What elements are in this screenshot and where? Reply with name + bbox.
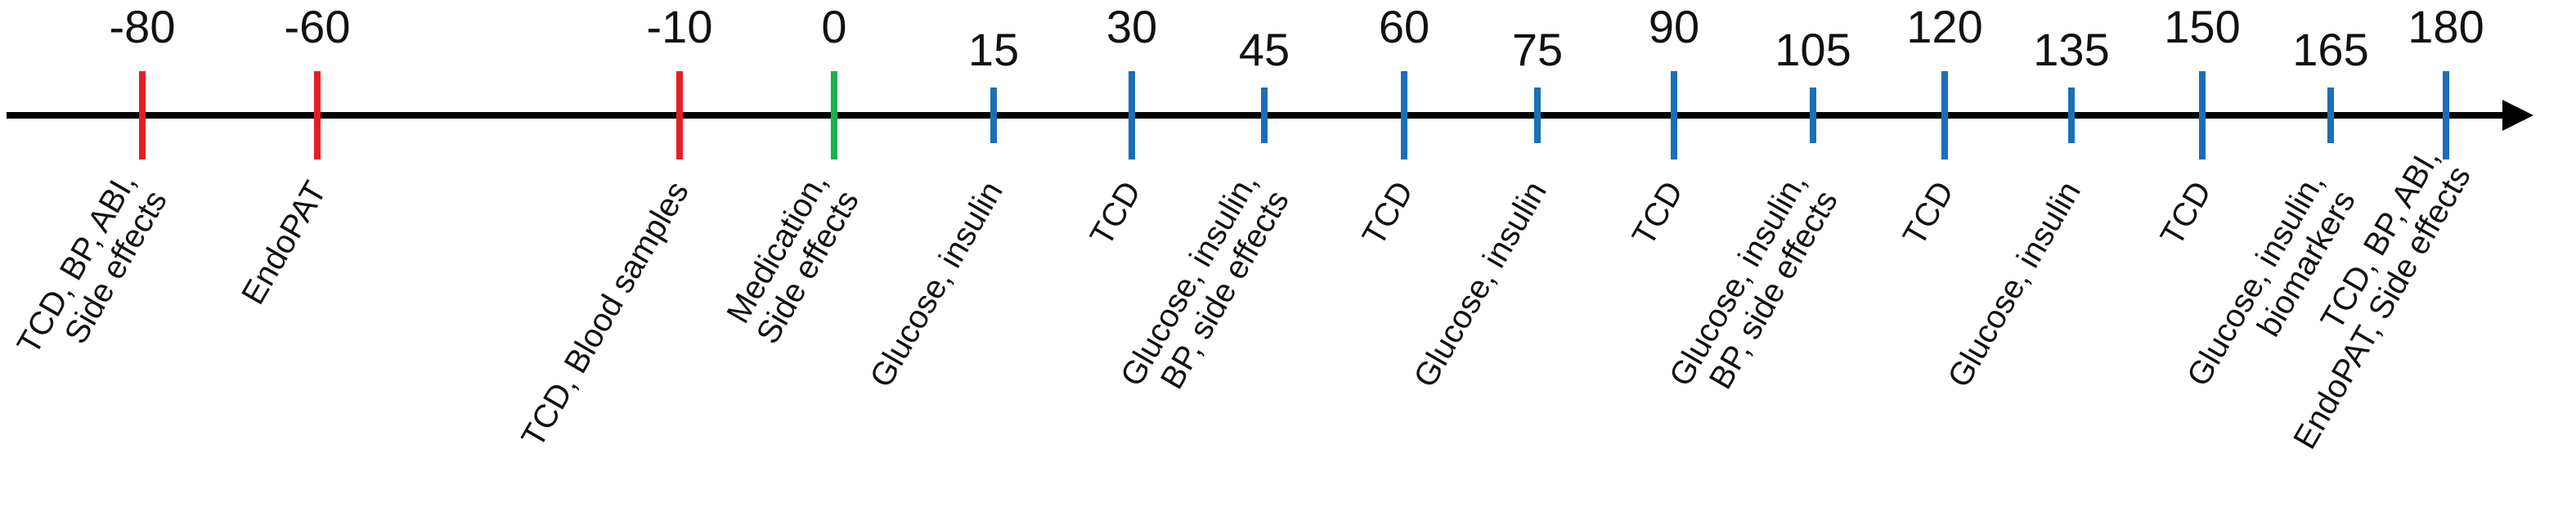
activity-label: Glucose, insulin — [1407, 176, 1554, 394]
activity-label-line: EndoPAT — [235, 176, 334, 311]
time-label: -80 — [110, 1, 176, 52]
time-label: 0 — [821, 1, 846, 52]
activity-label: Glucose, insulin — [1941, 176, 2088, 394]
activity-label: TCD — [1356, 176, 1420, 252]
time-label: 15 — [968, 24, 1019, 75]
activity-label: Medication,Side effects — [719, 167, 866, 350]
activity-label: TCD, BP, ABI,Side effects — [11, 167, 174, 379]
activity-label: TCD — [2154, 176, 2219, 252]
time-label: -60 — [285, 1, 351, 52]
time-label: 180 — [2408, 1, 2484, 52]
activity-label-line: TCD — [2154, 176, 2219, 252]
time-label: -10 — [647, 1, 713, 52]
time-label: 150 — [2164, 1, 2240, 52]
activity-label: TCD — [1084, 176, 1148, 252]
activity-label: Glucose, insulin — [864, 176, 1010, 394]
axis-arrowhead — [2502, 100, 2533, 131]
activity-label: TCD, Blood samples — [514, 176, 696, 454]
activity-label-line: TCD — [1896, 176, 1961, 252]
activity-label-line: Glucose, insulin — [1941, 176, 2088, 394]
time-label: 105 — [1775, 24, 1851, 75]
tick-group: -80 TCD, BP, ABI,Side effects -60 EndoPAT -1… — [11, 1, 2484, 455]
activity-label: Glucose, insulin,BP, side effects — [1663, 167, 1845, 411]
activity-label-line: TCD — [1356, 176, 1420, 252]
time-label: 45 — [1239, 24, 1290, 75]
time-label: 120 — [1906, 1, 1982, 52]
activity-label: TCD — [1896, 176, 1961, 252]
time-label: 165 — [2292, 24, 2368, 75]
activity-label-line: Glucose, insulin — [1407, 176, 1554, 394]
time-label: 60 — [1379, 1, 1429, 52]
activity-label: EndoPAT — [235, 176, 334, 311]
time-label: 90 — [1649, 1, 1699, 52]
activity-label: TCD — [1626, 176, 1690, 252]
activity-label-line: TCD — [1626, 176, 1690, 252]
activity-label-line: TCD — [1084, 176, 1148, 252]
time-label: 30 — [1106, 1, 1157, 52]
activity-label-line: Glucose, insulin — [864, 176, 1010, 394]
time-label: 75 — [1512, 24, 1563, 75]
time-label: 135 — [2033, 24, 2109, 75]
activity-label-line: TCD, Blood samples — [514, 176, 696, 454]
